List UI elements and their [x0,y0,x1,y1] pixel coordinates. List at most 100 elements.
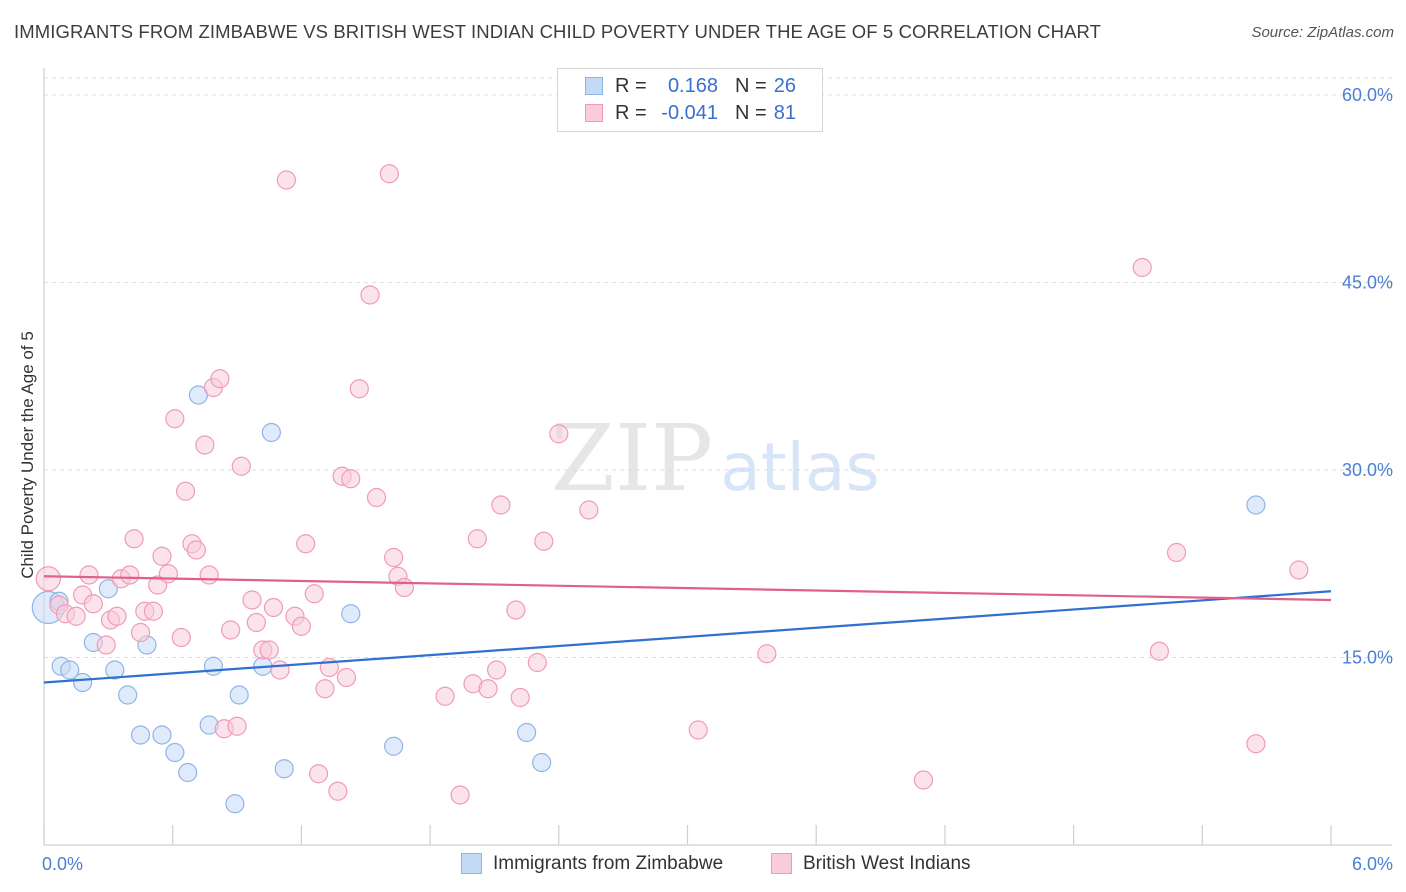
zimbabwe-point [152,725,172,745]
legend-n-value: 81 [773,102,796,124]
british-west-indian-point [291,616,311,636]
data-points [31,164,1309,814]
british-west-indian-point [96,635,116,655]
british-west-indian-point [175,481,196,501]
british-west-indian-point [579,500,599,520]
zimbabwe-point [60,660,80,680]
british-west-indian-point [341,469,361,489]
british-west-indian-point [263,597,284,618]
british-west-indian-point [210,369,230,389]
legend-n-label: N = [735,102,767,124]
legend-row-british-west-indians: R = -0.041 N = 81 [558,101,822,127]
british-west-indian-point [124,529,144,549]
zimbabwe-point [229,685,249,705]
source-label: Source: ZipAtlas.com [1251,24,1394,41]
british-west-indian-point [199,565,219,585]
british-west-indian-point [491,495,511,515]
grid-lines [44,77,1392,658]
british-west-indian-point [379,164,399,184]
british-west-indian-point [304,584,324,604]
british-west-indian-point [171,627,191,648]
british-west-indian-point [1132,257,1152,278]
watermark-atlas: atlas [720,429,880,506]
legend-r-label: R = [615,75,647,97]
british-west-indian-point [1166,542,1187,563]
british-west-indian-point [534,531,554,551]
british-west-indian-point [688,720,708,740]
british-west-indian-point [1246,734,1266,754]
british-west-indian-point [1149,641,1170,661]
british-west-indian-point [270,660,290,680]
british-west-indian-point [366,487,387,508]
zimbabwe-trend-line [43,590,1332,684]
zimbabwe-point [73,672,93,693]
y-tick-label: 60.0% [1342,85,1393,105]
y-tick-label: 45.0% [1342,273,1393,293]
british-west-indian-point [336,667,357,688]
zimbabwe-point [105,660,125,680]
british-west-indian-point [349,379,369,399]
tick-labels: 15.0% 30.0% 45.0% 60.0% 0.0% 6.0% [42,85,1393,874]
british-west-indian-point [79,565,99,585]
legend-row-zimbabwe: R = 0.168 N = 26 [558,74,822,100]
british-west-indian-point [486,660,507,680]
british-west-indian-point [231,456,251,476]
british-west-indian-point [328,781,348,801]
zimbabwe-point [517,722,537,743]
british-west-indian-point [394,577,414,598]
legend-swatch-blue [461,853,482,874]
watermark-zip: ZIP [551,405,713,512]
correlation-legend: R = 0.168 N = 26 R = -0.041 N = 81 [557,68,823,132]
british-west-indian-point [913,770,934,790]
british-west-indian-point [467,529,487,549]
x-tick-label: 6.0% [1352,854,1393,874]
y-tick-label: 15.0% [1342,648,1393,668]
legend-swatch-blue [585,77,603,95]
x-tick-label: 0.0% [42,854,83,874]
british-west-indian-point [510,687,530,708]
british-west-indian-point [195,435,215,455]
british-west-indian-point [259,640,279,660]
series-legend: Immigrants from Zimbabwe British West In… [0,852,1406,878]
british-west-indian-point [35,566,61,592]
british-west-indian-point [152,546,172,566]
legend-n-label: N = [735,75,767,97]
zimbabwe-point [341,604,361,624]
zimbabwe-point [261,422,281,443]
british-west-indian-point [1289,560,1309,580]
zimbabwe-point [130,725,151,745]
british-west-indian-point [66,606,86,626]
zimbabwe-point [225,794,245,814]
legend-r-value: 0.168 [667,75,718,97]
trend-lines [43,575,1332,684]
british-west-indian-point [315,679,335,699]
y-tick-label: 30.0% [1342,460,1393,480]
y-axis-label: Child Poverty Under the Age of 5 [18,331,37,579]
zimbabwe-point [178,762,198,783]
zimbabwe-point [203,656,224,676]
british-west-indian-point [549,424,569,444]
british-west-indian-point [143,601,163,621]
british-west-indian-point [186,540,206,560]
british-west-indian-point [165,409,185,429]
british-west-indian-point [296,534,316,554]
zimbabwe-point [118,685,138,705]
zimbabwe-point [1246,495,1266,515]
british-west-indian-point [757,644,777,664]
zimbabwe-point [98,579,118,599]
british-west-indian-point [83,594,103,614]
british-west-indian-point [246,612,266,633]
legend-r-value: -0.041 [661,102,718,124]
legend-swatch-pink [585,104,603,122]
zimbabwe-point [165,742,185,763]
watermark: ZIP atlas [551,405,880,512]
british-west-indian-point [227,716,247,736]
legend-item-label: Immigrants from Zimbabwe [493,853,724,874]
legend-item-label: British West Indians [803,853,971,874]
british-west-indian-point [276,170,296,190]
legend-n-value: 26 [773,75,796,97]
british-west-indian-point [242,590,262,610]
british-west-indian-point [527,652,547,673]
axes [43,68,1392,846]
zimbabwe-point [188,385,209,405]
